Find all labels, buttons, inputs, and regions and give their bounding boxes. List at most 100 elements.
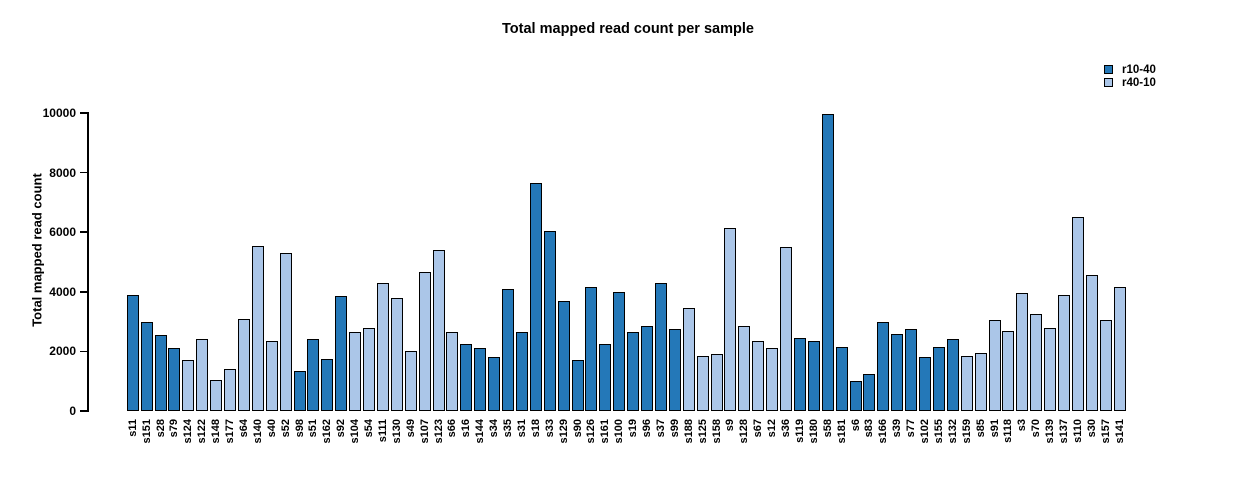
bar-s85 <box>974 353 987 411</box>
y-axis-title: Total mapped read count <box>29 173 45 327</box>
x-tick-label-s67: s67 <box>752 419 765 438</box>
legend-item-r10-40: r10-40 <box>1104 63 1156 76</box>
y-tick <box>80 171 87 174</box>
x-tick-label-s12: s12 <box>766 419 779 438</box>
bar-s132 <box>946 339 959 411</box>
bar-s99 <box>668 329 681 411</box>
bar-s28 <box>154 335 167 411</box>
x-tick-label-s132: s132 <box>946 419 959 444</box>
x-tick-label-s104: s104 <box>349 419 362 444</box>
x-tick-label-s162: s162 <box>321 419 334 444</box>
bar-s67 <box>752 341 765 411</box>
x-tick-label-s31: s31 <box>515 419 528 438</box>
x-tick-label-s39: s39 <box>891 419 904 438</box>
bar-s123 <box>432 250 445 411</box>
bar-s104 <box>349 332 362 411</box>
bar-s125 <box>696 356 709 411</box>
x-tick-label-s58: s58 <box>821 419 834 438</box>
bar-s148 <box>210 380 223 411</box>
bar-s16 <box>460 344 473 411</box>
x-tick-label-s110: s110 <box>1071 419 1084 443</box>
x-tick-label-s96: s96 <box>641 419 653 438</box>
bar-s36 <box>780 247 792 411</box>
bar-s111 <box>376 283 389 411</box>
x-tick-label-s161: s161 <box>599 419 612 444</box>
bar-s140 <box>251 246 264 411</box>
x-tick-label-s6: s6 <box>849 419 862 432</box>
x-tick-label-s122: s122 <box>196 419 209 444</box>
bar-s129 <box>557 301 570 411</box>
x-tick-label-s70: s70 <box>1030 419 1043 438</box>
x-tick-label-s37: s37 <box>654 419 667 438</box>
x-tick-label-s9: s9 <box>724 419 737 432</box>
y-tick-label: 2000 <box>49 344 76 359</box>
bar-s19 <box>627 332 640 411</box>
chart-title: Total mapped read count per sample <box>502 21 754 37</box>
bar-s90 <box>571 360 584 411</box>
x-tick-label-s180: s180 <box>807 419 820 444</box>
x-tick-label-s151: s151 <box>140 419 153 444</box>
legend-swatch-r40-10 <box>1104 78 1113 87</box>
x-tick-label-s99: s99 <box>668 419 681 438</box>
x-tick-label-s148: s148 <box>210 419 223 444</box>
bar-s33 <box>543 231 556 411</box>
bar-s52 <box>279 253 292 411</box>
bar-s96 <box>641 326 653 411</box>
bar-s157 <box>1099 320 1112 411</box>
bar-s162 <box>321 359 334 411</box>
x-tick-label-s35: s35 <box>502 419 514 438</box>
bar-s77 <box>905 329 918 411</box>
bar-s141 <box>1113 287 1126 411</box>
bar-s37 <box>654 283 667 411</box>
bar-s119 <box>793 338 806 411</box>
x-tick-label-s92: s92 <box>335 419 348 438</box>
bar-s177 <box>224 369 236 411</box>
x-tick-label-s111: s111 <box>376 419 389 443</box>
x-tick-label-s118: s118 <box>1002 419 1015 443</box>
x-tick-label-s54: s54 <box>363 419 375 438</box>
x-tick-label-s77: s77 <box>905 419 918 438</box>
bar-s130 <box>390 298 403 411</box>
x-tick-label-s188: s188 <box>682 419 695 444</box>
bar-s6 <box>849 381 862 411</box>
bar-s92 <box>335 296 348 411</box>
x-tick-label-s102: s102 <box>919 419 931 444</box>
bar-s34 <box>488 357 501 411</box>
x-tick-label-s130: s130 <box>390 419 403 444</box>
x-tick-label-s158: s158 <box>710 419 723 444</box>
x-tick-label-s52: s52 <box>279 419 292 438</box>
x-tick-label-s137: s137 <box>1058 419 1070 444</box>
x-tick-label-s3: s3 <box>1016 419 1029 432</box>
x-tick-label-s30: s30 <box>1085 419 1098 438</box>
y-tick <box>80 231 87 233</box>
bar-s3 <box>1016 293 1029 411</box>
legend-label: r10-40 <box>1122 63 1156 76</box>
y-tick <box>80 410 87 412</box>
x-tick-label-s91: s91 <box>988 419 1001 438</box>
bar-s180 <box>807 341 820 411</box>
bar-s51 <box>307 339 320 411</box>
bar-s110 <box>1071 217 1084 411</box>
x-tick-label-s11: s11 <box>126 419 139 437</box>
bar-s39 <box>891 334 904 411</box>
bar-s124 <box>182 360 195 411</box>
bar-s137 <box>1058 295 1070 411</box>
bar-s139 <box>1044 328 1057 411</box>
x-tick-label-s157: s157 <box>1099 419 1112 444</box>
x-tick-label-s141: s141 <box>1113 419 1126 444</box>
bar-s40 <box>265 341 278 411</box>
bar-s66 <box>446 332 459 411</box>
bar-s188 <box>682 308 695 411</box>
bar-s128 <box>738 326 751 411</box>
bar-s122 <box>196 339 209 411</box>
x-tick-label-s126: s126 <box>585 419 598 444</box>
y-axis-line <box>87 112 89 412</box>
bar-s181 <box>835 347 848 411</box>
x-tick-label-s19: s19 <box>627 419 640 438</box>
bar-s30 <box>1085 275 1098 411</box>
x-tick-label-s98: s98 <box>293 419 306 438</box>
bar-s144 <box>474 348 487 411</box>
x-tick-label-s18: s18 <box>529 419 542 438</box>
y-tick-label: 10000 <box>42 106 76 120</box>
